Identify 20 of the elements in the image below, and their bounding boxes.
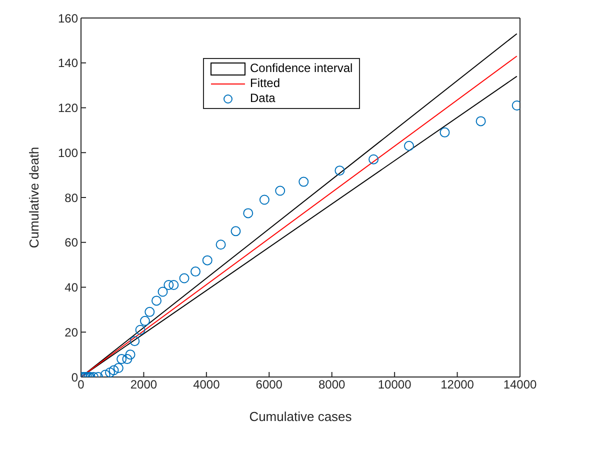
x-tick-label: 8000 <box>318 378 346 392</box>
y-axis-title: Cumulative death <box>26 146 42 248</box>
x-tick-label: 10000 <box>378 378 412 392</box>
y-tick-label: 160 <box>58 11 78 26</box>
x-axis-title: Cumulative cases <box>249 409 352 424</box>
legend-label: Confidence interval <box>250 61 353 76</box>
x-tick-label: 4000 <box>193 378 220 392</box>
x-tick-label: 2000 <box>130 378 158 392</box>
y-tick-label: 60 <box>64 236 78 250</box>
y-tick-label: 20 <box>64 325 78 340</box>
y-tick-label: 40 <box>64 280 78 295</box>
x-tick-label: 14000 <box>503 378 538 392</box>
legend-label: Data <box>250 91 276 106</box>
legend-label: Fitted <box>250 76 280 91</box>
x-tick-label: 12000 <box>440 378 474 392</box>
y-tick-label: 140 <box>58 56 78 70</box>
y-tick-label: 120 <box>58 101 78 116</box>
y-tick-label: 80 <box>64 190 78 205</box>
y-tick-label: 100 <box>58 146 78 160</box>
x-tick-label: 6000 <box>256 378 283 392</box>
